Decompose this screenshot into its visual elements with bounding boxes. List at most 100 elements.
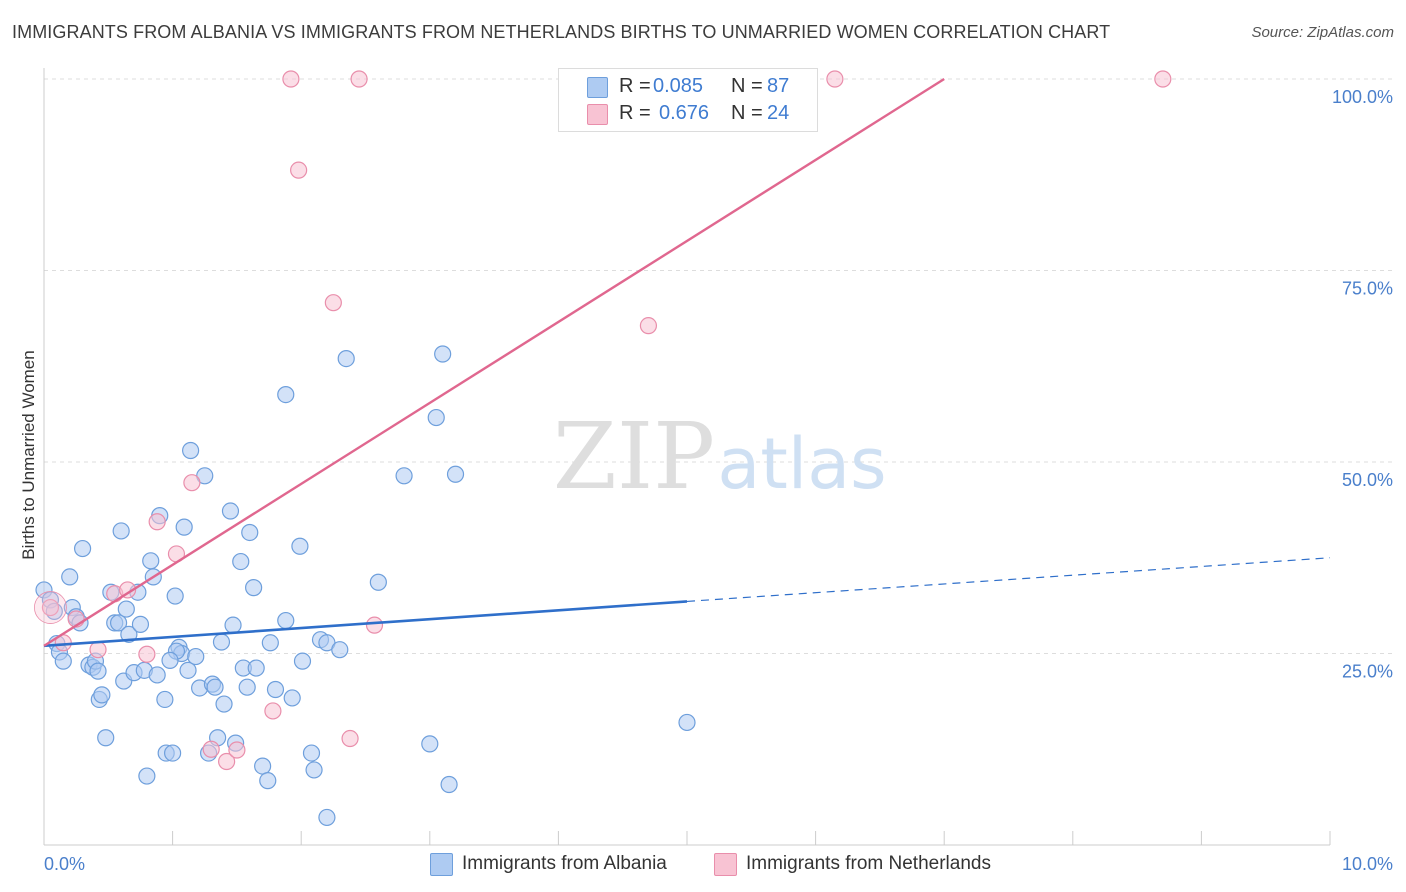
albania-point: [175, 518, 193, 536]
albania-point: [238, 678, 256, 696]
netherlands-point: [264, 702, 282, 720]
albania-point: [291, 537, 309, 555]
y-tick-label: 50.0%: [1342, 470, 1393, 490]
netherlands-point: [138, 645, 156, 663]
netherlands-legend-swatch: [714, 853, 737, 876]
netherlands-point: [41, 598, 60, 617]
legend-r-label: R =: [619, 102, 651, 124]
albania-point: [54, 652, 72, 670]
netherlands-point: [89, 641, 107, 659]
albania-point: [187, 647, 205, 666]
netherlands-point: [1154, 70, 1172, 88]
legend-n-label: N =: [731, 75, 763, 97]
tick-labels: 100.0% 75.0% 50.0% 25.0% 0.0% 10.0%: [44, 87, 1393, 874]
x-tick-label: 10.0%: [1342, 854, 1393, 874]
albania-point: [206, 678, 224, 696]
albania-point: [283, 689, 301, 707]
albania-point: [89, 662, 107, 680]
albania-point: [224, 616, 242, 634]
netherlands-point: [282, 70, 300, 88]
albania-point: [117, 600, 135, 618]
netherlands-swatch: [587, 104, 608, 125]
albania-point: [277, 611, 295, 630]
x-tick-label: 0.0%: [44, 854, 85, 874]
albania-point: [232, 552, 250, 571]
albania-point: [148, 666, 166, 684]
albania-point: [305, 761, 323, 779]
netherlands-point: [118, 581, 137, 599]
albania-point: [156, 690, 174, 709]
albania-legend-label: Immigrants from Albania: [462, 853, 667, 874]
albania-trend-extension: [686, 557, 1331, 603]
netherlands-point: [228, 741, 246, 759]
netherlands-point: [290, 161, 308, 179]
albania-point: [293, 652, 312, 670]
albania-point: [259, 772, 277, 790]
netherlands-point: [826, 70, 844, 88]
albania-point: [166, 587, 184, 605]
albania-point: [142, 552, 160, 570]
netherlands-trend-line: [43, 77, 945, 647]
albania-point: [73, 539, 92, 558]
albania-point: [212, 633, 231, 651]
albania-swatch: [587, 77, 608, 98]
netherlands-point: [324, 294, 342, 312]
albania-point: [421, 735, 439, 753]
albania-point: [434, 345, 452, 363]
watermark-atlas: atlas: [717, 423, 886, 505]
albania-point: [97, 729, 115, 747]
netherlands-point: [202, 740, 220, 758]
series-netherlands-points: [34, 70, 1172, 771]
albania-point: [221, 502, 240, 520]
albania-point: [318, 808, 336, 827]
albania-point: [446, 465, 465, 483]
albania-point: [369, 573, 387, 591]
albania-point: [254, 757, 272, 775]
albania-point: [182, 441, 200, 460]
albania-point: [161, 651, 179, 669]
y-axis-label: Births to Unmarried Women: [19, 350, 38, 559]
albania-point: [120, 625, 138, 643]
netherlands-point: [341, 729, 359, 748]
albania-point: [678, 713, 696, 732]
albania-point: [112, 522, 130, 540]
netherlands-point: [365, 616, 384, 634]
albania-point: [179, 661, 197, 679]
albania-point: [261, 634, 279, 652]
albania-point: [277, 385, 295, 404]
legend-n-value: 24: [767, 102, 790, 124]
albania-point: [241, 523, 259, 542]
albania-point: [395, 467, 413, 485]
albania-point: [215, 695, 233, 713]
albania-point: [245, 579, 263, 597]
trend-lines: [43, 77, 1331, 648]
netherlands-cluster-point: [34, 591, 67, 624]
albania-point: [302, 744, 321, 762]
legend-r-label: R =: [619, 75, 651, 97]
albania-point: [164, 744, 182, 762]
albania-point: [337, 349, 355, 368]
albania-point: [247, 659, 265, 677]
axes: [43, 68, 1331, 846]
watermark: ZIP atlas: [553, 403, 887, 510]
legend-n-label: N =: [731, 102, 763, 124]
y-tick-label: 75.0%: [1342, 279, 1393, 299]
albania-point: [427, 408, 445, 427]
y-tick-label: 25.0%: [1342, 662, 1393, 682]
netherlands-point: [218, 752, 236, 771]
legend-r-value: 0.085: [653, 75, 704, 97]
netherlands-point: [350, 70, 368, 88]
legend-r-value: 0.676: [659, 102, 710, 124]
netherlands-point: [639, 317, 658, 335]
albania-point: [61, 568, 79, 586]
albania-point: [131, 615, 150, 633]
albania-point: [138, 767, 156, 785]
watermark-zip: ZIP: [553, 403, 715, 510]
netherlands-legend-label: Immigrants from Netherlands: [746, 853, 991, 874]
albania-point: [109, 614, 128, 632]
chart-title: IMMIGRANTS FROM ALBANIA VS IMMIGRANTS FR…: [12, 22, 1111, 42]
netherlands-point: [183, 474, 201, 492]
albania-point: [331, 641, 349, 659]
source-label: Source: ZipAtlas.com: [1251, 24, 1394, 41]
